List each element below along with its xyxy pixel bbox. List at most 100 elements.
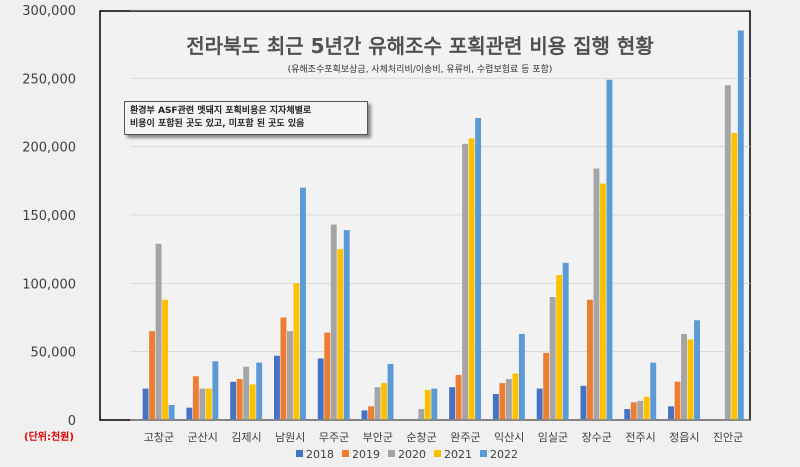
- y-tick-label: 0: [68, 414, 76, 429]
- bar-2021-진안군: [731, 133, 738, 420]
- x-tick-label: 군산시: [187, 431, 217, 444]
- bar-2019-군산시: [192, 376, 199, 420]
- bar-2018-군산시: [186, 407, 193, 420]
- bar-2022-부안군: [387, 363, 394, 420]
- y-tick-label: 150,000: [22, 209, 76, 224]
- bar-2021-익산시: [512, 373, 519, 420]
- y-tick-label: 250,000: [22, 72, 76, 87]
- bar-2018-전주시: [624, 409, 631, 420]
- bar-2021-군산시: [205, 388, 212, 420]
- bar-2020-진안군: [724, 85, 731, 421]
- annotation-box: 환경부 ASF관련 멧돼지 포획비용은 지자체별로 비용이 포함된 곳도 있고,…: [124, 101, 368, 135]
- bar-2018-김제시: [230, 381, 237, 420]
- legend-swatch-2018: [296, 450, 303, 457]
- bar-2022-임실군: [562, 262, 569, 420]
- legend-label-2021: 2021: [444, 448, 472, 461]
- bar-2019-무주군: [324, 332, 331, 420]
- legend-label-2019: 2019: [352, 448, 380, 461]
- bar-2018-임실군: [536, 388, 543, 420]
- bar-2022-진안군: [737, 30, 744, 420]
- x-tick-label: 무주군: [319, 431, 349, 444]
- bar-2019-김제시: [236, 379, 243, 420]
- y-tick-label: 200,000: [22, 141, 76, 156]
- x-tick-label: 김제시: [231, 431, 261, 444]
- x-tick-label: 남원시: [275, 431, 305, 444]
- bar-2022-순창군: [431, 388, 438, 420]
- bar-2018-완주군: [449, 387, 456, 420]
- bar-2021-임실군: [556, 275, 563, 420]
- bar-2018-무주군: [317, 358, 324, 420]
- bar-2020-김제시: [243, 366, 250, 420]
- legend-label-2018: 2018: [306, 448, 334, 461]
- bar-2020-전주시: [637, 400, 644, 420]
- bar-2019-장수군: [587, 299, 593, 420]
- bar-2020-고창군: [155, 243, 162, 420]
- bar-2021-전주시: [643, 396, 650, 420]
- bar-2020-장수군: [593, 168, 600, 420]
- bar-2022-남원시: [300, 187, 306, 420]
- x-tick-label: 순창군: [406, 431, 436, 444]
- bar-2018-익산시: [492, 394, 499, 420]
- annotation-line-1: 환경부 ASF관련 멧돼지 포획비용은 지자체별로: [130, 106, 312, 116]
- bar-2021-남원시: [293, 283, 300, 420]
- bar-2020-익산시: [505, 379, 512, 420]
- bar-2021-고창군: [162, 299, 169, 420]
- bar-2020-완주군: [462, 143, 469, 420]
- bar-2020-무주군: [330, 224, 337, 420]
- x-tick-label: 고창군: [144, 431, 174, 444]
- x-tick-label: 임실군: [538, 431, 568, 444]
- bar-2018-남원시: [274, 355, 280, 420]
- legend-swatch-2022: [480, 450, 487, 457]
- x-tick-label: 정읍시: [669, 431, 699, 444]
- x-tick-label: 익산시: [494, 431, 524, 444]
- bar-2022-장수군: [606, 79, 613, 420]
- unit-label: (단위:천원): [24, 432, 74, 443]
- x-tick-label: 전주시: [625, 431, 655, 444]
- bar-2022-완주군: [475, 117, 482, 420]
- bar-2019-임실군: [543, 353, 550, 420]
- x-tick-label: 완주군: [450, 431, 480, 444]
- legend-label-2022: 2022: [490, 448, 518, 461]
- legend-swatch-2019: [342, 450, 349, 457]
- bar-2018-정읍시: [668, 406, 674, 420]
- bar-2018-고창군: [142, 388, 149, 420]
- chart-title: 전라북도 최근 5년간 유해조수 포획관련 비용 집행 현황: [186, 34, 654, 58]
- bar-2019-부안군: [368, 406, 374, 420]
- bar-2021-완주군: [468, 138, 475, 420]
- y-tick-label: 100,000: [22, 277, 76, 292]
- bar-2019-정읍시: [674, 381, 681, 420]
- bar-2020-군산시: [199, 388, 206, 420]
- bar-2019-익산시: [499, 383, 506, 420]
- annotation-line-2: 비용이 포함된 곳도 있고, 미포함 된 곳도 있음: [130, 119, 305, 129]
- bar-2021-순창군: [424, 389, 431, 420]
- bar-2021-장수군: [600, 183, 606, 420]
- x-tick-label: 진안군: [713, 431, 743, 444]
- bar-2019-전주시: [630, 402, 637, 420]
- bar-2021-김제시: [249, 384, 256, 420]
- chart-subtitle: (유해조수포획보상금, 사체처리비/이송비, 유류비, 수렵보험료 등 포함): [287, 65, 553, 75]
- legend-swatch-2020: [388, 450, 395, 457]
- bar-2022-전주시: [650, 362, 657, 420]
- bar-2018-부안군: [361, 410, 368, 420]
- x-tick-label: 부안군: [363, 431, 393, 444]
- bar-2022-고창군: [168, 404, 175, 420]
- bar-2022-익산시: [518, 333, 525, 420]
- bar-2019-남원시: [280, 317, 287, 420]
- bar-2020-임실군: [549, 297, 556, 420]
- x-tick-label: 장수군: [582, 431, 612, 444]
- bar-2020-남원시: [287, 331, 293, 420]
- bar-2019-완주군: [455, 374, 462, 420]
- bar-2018-장수군: [580, 385, 587, 420]
- bar-2022-정읍시: [694, 320, 700, 420]
- bar-2022-무주군: [343, 230, 350, 420]
- bar-2022-김제시: [256, 362, 263, 420]
- bar-2019-고창군: [149, 331, 156, 420]
- legend-label-2020: 2020: [398, 448, 426, 461]
- bar-2020-부안군: [374, 387, 381, 420]
- bar-2021-무주군: [337, 249, 344, 420]
- bar-2021-정읍시: [687, 339, 694, 420]
- legend-swatch-2021: [434, 450, 441, 457]
- bar-2021-부안군: [381, 383, 387, 420]
- bar-2020-정읍시: [681, 333, 687, 420]
